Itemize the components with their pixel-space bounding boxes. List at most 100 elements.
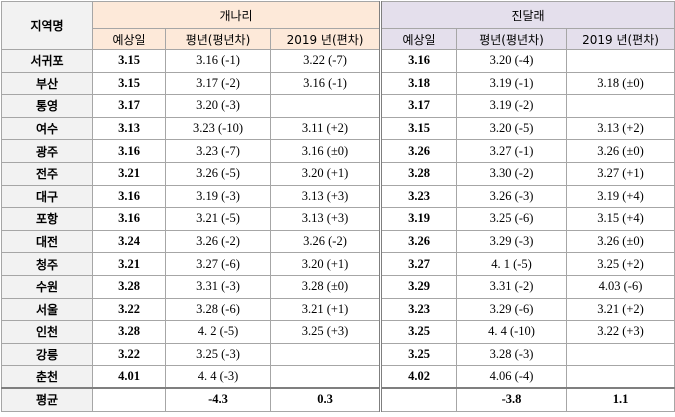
value-cell: 3.23 (-10) (165, 116, 271, 141)
value-cell: 3.26 (±0) (566, 229, 675, 254)
value-cell: 0.3 (269, 387, 382, 412)
value-cell: 3.28 (92, 274, 166, 299)
value-cell: 3.25 (379, 320, 458, 344)
value-cell: 3.26 (±0) (566, 139, 675, 163)
region-cell: 여수 (1, 116, 93, 141)
value-cell: 3.23 (-7) (165, 139, 271, 163)
value-cell: 3.21 (-5) (165, 207, 271, 231)
value-cell: 3.13 (+2) (566, 116, 675, 141)
table-row: 여수 3.13 3.23 (-10) 3.11 (+2) 3.15 3.20 (-5) 3.… (1, 116, 675, 141)
region-cell: 강릉 (1, 342, 93, 367)
value-cell: 3.17 (-2) (165, 71, 271, 96)
value-cell (269, 342, 382, 367)
value-cell: 3.13 (+3) (269, 207, 382, 231)
value-cell (269, 365, 382, 389)
value-cell: 3.11 (+2) (269, 116, 382, 141)
value-cell: 3.26 (379, 229, 458, 254)
value-cell (566, 342, 675, 367)
value-cell: 3.25 (-6) (456, 207, 568, 231)
value-cell: 3.25 (+2) (566, 252, 675, 276)
value-cell: 3.26 (-3) (456, 184, 568, 209)
value-cell: 4.03 (-6) (566, 274, 675, 299)
table-row: 강릉 3.22 3.25 (-3) 3.25 3.28 (-3) (1, 342, 675, 367)
value-cell: 3.30 (-2) (456, 161, 568, 186)
subheader-row: 예상일 평년(평년차) 2019 년(편차) 예상일 평년(평년차) 2019 … (2, 28, 675, 50)
value-cell: 3.18 (±0) (566, 71, 675, 96)
value-cell: 3.22 (92, 297, 166, 322)
value-cell: 4. 4 (-10) (456, 320, 568, 344)
value-cell: 3.22 (92, 342, 166, 367)
value-cell: 4.06 (-4) (456, 365, 568, 389)
value-cell: 3.26 (-2) (269, 229, 382, 254)
table-row: 대구 3.16 3.19 (-3) 3.13 (+3) 3.23 3.26 (-3) 3.1… (1, 184, 675, 209)
value-cell: 3.28 (-6) (165, 297, 271, 322)
value-cell: 3.29 (-6) (456, 297, 568, 322)
table-body: 서귀포 3.15 3.16 (-1) 3.22 (-7) 3.16 3.20 (-4) 부산… (1, 49, 675, 412)
value-cell: 3.27 (-1) (456, 139, 568, 163)
value-cell: 3.21 (92, 252, 166, 276)
value-cell: 3.15 (92, 49, 166, 73)
table-row: 전주 3.21 3.26 (-5) 3.20 (+1) 3.28 3.30 (-2) 3.2… (1, 161, 675, 186)
value-cell: 3.23 (379, 184, 458, 209)
table-row: 춘천 4.01 4. 4 (-3) 4.02 4.06 (-4) (1, 365, 675, 389)
value-cell: 3.20 (-5) (456, 116, 568, 141)
value-cell: 3.20 (-3) (165, 94, 271, 118)
table-row: 서귀포 3.15 3.16 (-1) 3.22 (-7) 3.16 3.20 (-4) (1, 49, 675, 73)
value-cell: 3.15 (+4) (566, 207, 675, 231)
value-cell: 3.25 (379, 342, 458, 367)
table-row: 수원 3.28 3.31 (-3) 3.28 (±0) 3.29 3.31 (-2) 4.0… (1, 274, 675, 299)
subheader: 2019 년(편차) (566, 28, 675, 50)
value-cell: 4.02 (379, 365, 458, 389)
value-cell: 3.20 (-4) (456, 49, 568, 73)
value-cell: 3.28 (92, 320, 166, 344)
region-cell: 전주 (1, 161, 93, 186)
value-cell: 3.28 (±0) (269, 274, 382, 299)
value-cell: 3.20 (+1) (269, 252, 382, 276)
value-cell: 3.16 (±0) (269, 139, 382, 163)
value-cell: 3.19 (+4) (566, 184, 675, 209)
value-cell: 3.21 (+2) (566, 297, 675, 322)
value-cell: 3.19 (-2) (456, 94, 568, 118)
value-cell: 3.27 (-6) (165, 252, 271, 276)
subheader: 예상일 (92, 28, 166, 50)
table-row: 평균 -4.3 0.3 -3.8 1.1 (1, 387, 675, 412)
value-cell: 3.20 (+1) (269, 161, 382, 186)
value-cell: 3.25 (+3) (269, 320, 382, 344)
value-cell: 3.29 (-3) (456, 229, 568, 254)
value-cell: 4.01 (92, 365, 166, 389)
value-cell: 4. 4 (-3) (165, 365, 271, 389)
value-cell: 3.23 (379, 297, 458, 322)
region-cell: 춘천 (1, 365, 93, 389)
value-cell: 3.28 (379, 161, 458, 186)
region-cell: 수원 (1, 274, 93, 299)
value-cell: 3.13 (+3) (269, 184, 382, 209)
header-row: 지역명 개나리 진달래 (1, 1, 675, 50)
value-cell: 3.16 (-1) (269, 71, 382, 96)
value-cell: 3.19 (379, 207, 458, 231)
region-cell: 서울 (1, 297, 93, 322)
region-cell: 부산 (1, 71, 93, 96)
value-cell (269, 94, 382, 118)
value-cell (566, 49, 675, 73)
subheader: 2019 년(편차) (269, 28, 382, 50)
value-cell (92, 387, 166, 412)
value-cell: 3.16 (92, 139, 166, 163)
value-cell: 3.19 (-1) (456, 71, 568, 96)
value-cell: 3.22 (+3) (566, 320, 675, 344)
value-cell: 3.29 (379, 274, 458, 299)
value-cell: 3.28 (-3) (456, 342, 568, 367)
region-cell: 서귀포 (1, 49, 93, 73)
value-cell: 3.25 (-3) (165, 342, 271, 367)
region-cell: 인천 (1, 320, 93, 344)
value-cell: 3.31 (-2) (456, 274, 568, 299)
region-cell: 대구 (1, 184, 93, 209)
value-cell: 3.26 (-5) (165, 161, 271, 186)
value-cell: 3.15 (92, 71, 166, 96)
value-cell: 3.27 (+1) (566, 161, 675, 186)
table-row: 청주 3.21 3.27 (-6) 3.20 (+1) 3.27 4. 1 (-5) 3.2… (1, 252, 675, 276)
value-cell: 3.21 (92, 161, 166, 186)
table-row: 광주 3.16 3.23 (-7) 3.16 (±0) 3.26 3.27 (-1) 3.2… (1, 139, 675, 163)
value-cell: 3.19 (-3) (165, 184, 271, 209)
table-row: 포항 3.16 3.21 (-5) 3.13 (+3) 3.19 3.25 (-6) 3.1… (1, 207, 675, 231)
